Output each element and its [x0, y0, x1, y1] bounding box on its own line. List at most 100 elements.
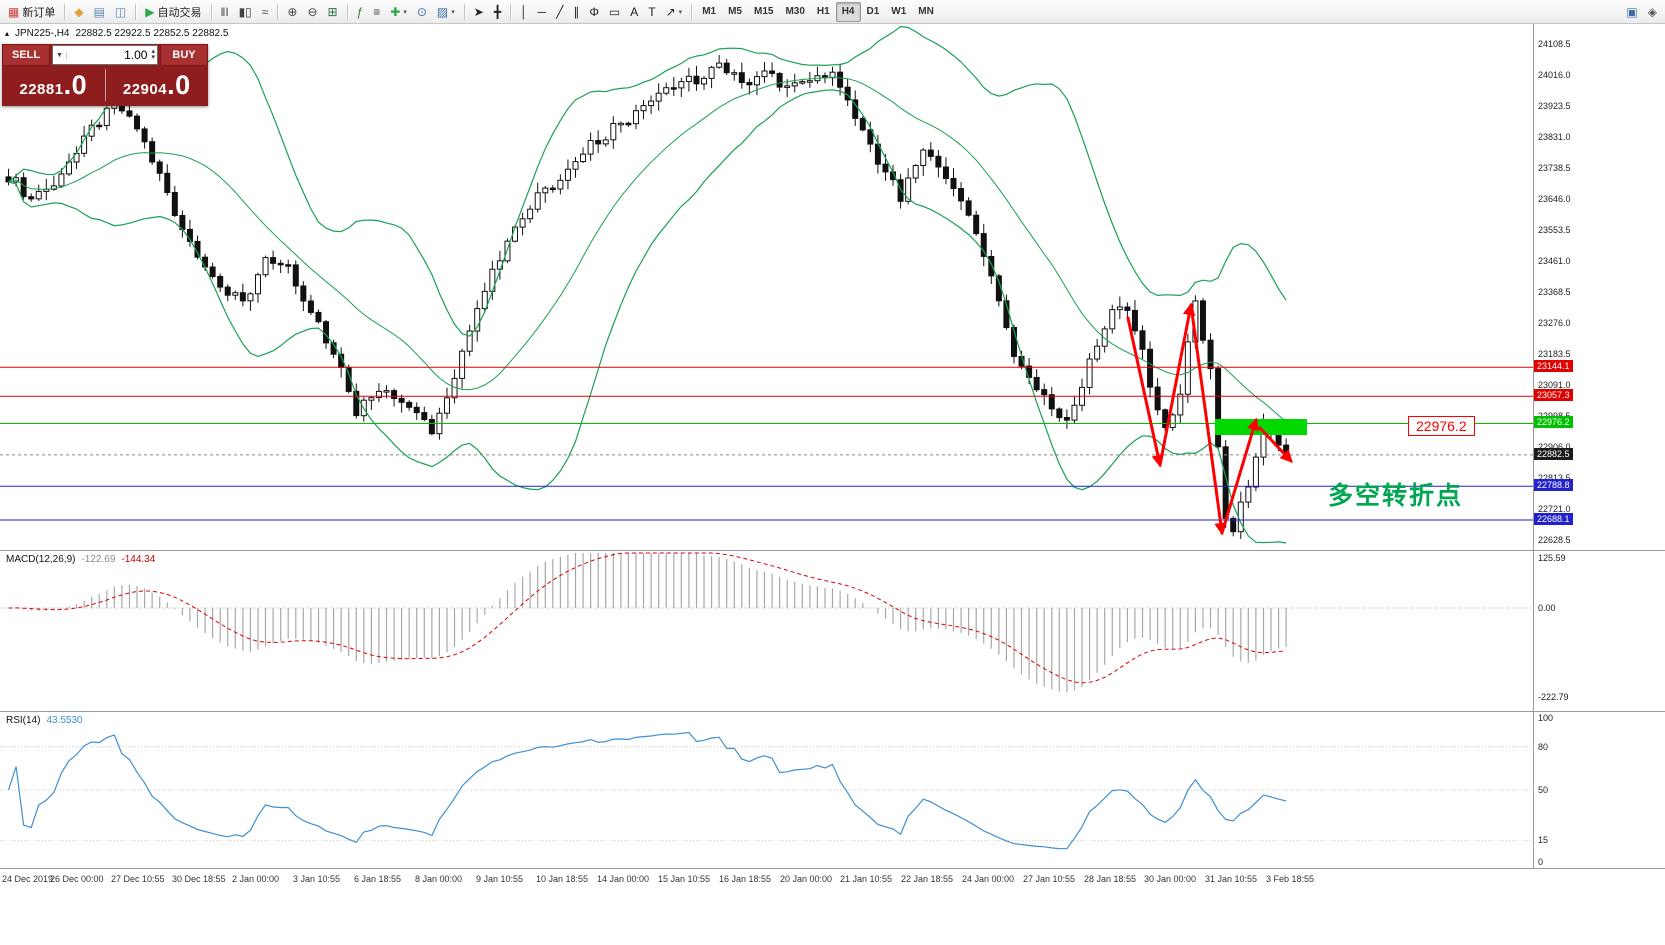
zigzag-arrow[interactable]: [1126, 316, 1165, 468]
time-axis-tick: 22 Jan 18:55: [901, 874, 954, 884]
time-axis-tick: 30 Dec 18:55: [172, 874, 226, 884]
text-icon[interactable]: A: [625, 2, 643, 22]
macd-panel-divider[interactable]: [0, 550, 1665, 551]
zigzag-arrow[interactable]: [1158, 302, 1196, 467]
text-icon-glyph: A: [630, 4, 639, 19]
navigator-icon[interactable]: ◫: [110, 2, 131, 22]
time-axis-tick: 30 Jan 00:00: [1144, 874, 1197, 884]
horizontal-line-icon[interactable]: ─: [533, 2, 552, 22]
zoom-in-icon[interactable]: ⊕: [282, 2, 302, 22]
crosshair-icon[interactable]: ╋: [489, 2, 506, 22]
buy-button[interactable]: BUY: [160, 44, 208, 66]
main-chart-panel[interactable]: [0, 25, 1533, 544]
one-click-trading-panel: SELL ▼ ▴ ▾ BUY 22881.0 22904.0: [2, 44, 208, 106]
add-indicator-icon[interactable]: ✚ ▾: [385, 2, 412, 22]
price-level-badge: 23057.3: [1534, 389, 1573, 401]
zoom-out-icon[interactable]: ⊖: [302, 2, 322, 22]
rsi-name: RSI(14): [6, 715, 41, 726]
period-icon-glyph: ⊙: [416, 4, 427, 19]
add-indicator-icon-glyph: ✚: [390, 4, 401, 19]
time-axis-tick: 2 Jan 00:00: [232, 874, 280, 884]
trendline-icon[interactable]: ╱: [551, 2, 568, 22]
toolbar-separator: [210, 3, 212, 20]
sell-price[interactable]: 22881.0: [2, 71, 105, 99]
timeframe-h1[interactable]: H1: [811, 2, 836, 22]
auto-trading-button[interactable]: ▶ 自动交易: [140, 2, 206, 22]
macd-axis-tick: 0.00: [1538, 603, 1556, 613]
tile-windows-icon-glyph: ⊞: [327, 4, 338, 19]
forecast-arrow[interactable]: [1258, 426, 1293, 463]
line-chart-icon[interactable]: ≈: [257, 2, 274, 22]
toolbar-right-group: ▣ ◈: [1621, 2, 1662, 22]
sell-button[interactable]: SELL: [2, 44, 50, 66]
candlestick-chart-icon[interactable]: ▮▯: [234, 2, 257, 22]
buy-price[interactable]: 22904.0: [106, 71, 209, 99]
vertical-line-icon-glyph: │: [520, 4, 528, 19]
price-axis-tick: 23091.0: [1538, 380, 1571, 390]
zigzag-arrow[interactable]: [1189, 303, 1227, 536]
price-level-tag[interactable]: 22976.2: [1408, 416, 1475, 436]
macd-panel[interactable]: [0, 552, 1533, 693]
fibonacci-icon[interactable]: Φ: [584, 2, 604, 22]
volume-field[interactable]: ▼ ▴ ▾: [52, 45, 158, 65]
time-axis-tick: 8 Jan 00:00: [415, 874, 463, 884]
macd-value-main: -122.69: [81, 554, 116, 565]
shapes-icon[interactable]: ▭: [604, 2, 625, 22]
time-axis-tick: 27 Jan 10:55: [1023, 874, 1076, 884]
auto-trading-button-label: 自动交易: [157, 6, 202, 19]
bollinger-middle-band: [8, 76, 1287, 422]
price-axis-tick: 22813.5: [1538, 473, 1571, 483]
volume-spinner[interactable]: ▴ ▾: [149, 48, 157, 61]
price-level-badge: 22688.1: [1534, 513, 1573, 525]
rsi-axis-tick: 80: [1538, 742, 1549, 752]
timeframe-m30[interactable]: M30: [779, 2, 810, 22]
arrows-icon[interactable]: ↗ ▾: [661, 2, 688, 22]
rsi-panel[interactable]: [0, 731, 1533, 850]
volume-dropdown-icon[interactable]: ▼: [53, 51, 67, 59]
label-icon[interactable]: T: [643, 2, 660, 22]
price-axis-tick: 23738.5: [1538, 163, 1571, 173]
indicator-list-icon[interactable]: ≡: [368, 2, 385, 22]
rsi-panel-divider[interactable]: [0, 711, 1665, 712]
chart-forward-icon[interactable]: ◈: [1643, 2, 1662, 22]
zigzag-arrow[interactable]: [1220, 417, 1260, 535]
turning-point-note[interactable]: 多空转折点: [1328, 482, 1464, 510]
timeframe-m1[interactable]: M1: [696, 2, 722, 22]
spinner-up-icon[interactable]: ▴: [151, 48, 155, 55]
time-axis-tick: 6 Jan 18:55: [354, 874, 402, 884]
price-axis-tick: 24016.0: [1538, 70, 1571, 80]
tile-windows-icon[interactable]: ⊞: [323, 2, 343, 22]
cursor-icon[interactable]: ➤: [469, 2, 489, 22]
price-axis-separator: [1533, 24, 1534, 868]
marketwatch-icon[interactable]: ◆: [69, 2, 88, 22]
price-axis-tick: 22721.0: [1538, 504, 1571, 514]
spinner-down-icon[interactable]: ▾: [151, 54, 155, 61]
bar-chart-icon-glyph: ǁǀ: [220, 4, 229, 19]
timeframe-d1[interactable]: D1: [861, 2, 886, 22]
data-window-icon[interactable]: ▤: [89, 2, 110, 22]
timeframe-m15[interactable]: M15: [748, 2, 779, 22]
timeframe-h4[interactable]: H4: [835, 1, 861, 22]
price-level-badge: 22788.8: [1534, 479, 1573, 491]
volume-input[interactable]: [66, 47, 150, 63]
rsi-axis-tick: 100: [1538, 713, 1554, 723]
period-icon[interactable]: ⊙: [412, 2, 432, 22]
new-order-button[interactable]: ▦ 新订单: [3, 2, 60, 22]
macd-name: MACD(12,26,9): [6, 554, 76, 565]
chart-symbol-header: ▴ JPN225-,H4 22882.5 22922.5 22852.5 228…: [5, 28, 228, 39]
indicators-icon[interactable]: ƒ: [352, 2, 369, 22]
timeframe-m5[interactable]: M5: [722, 2, 748, 22]
timeframe-mn[interactable]: MN: [912, 2, 940, 22]
vertical-line-icon[interactable]: │: [515, 2, 533, 22]
channel-icon[interactable]: ∥: [568, 2, 584, 22]
bar-chart-icon[interactable]: ǁǀ: [216, 2, 234, 22]
template-icon[interactable]: ▨ ▾: [432, 2, 460, 22]
collapse-icon[interactable]: ▴: [5, 29, 10, 38]
toolbar-separator: [510, 3, 512, 20]
fibonacci-icon-glyph: Φ: [589, 4, 599, 19]
new-window-icon[interactable]: ▣: [1621, 2, 1642, 22]
macd-axis-tick: 125.59: [1538, 553, 1566, 563]
time-axis-tick: 14 Jan 00:00: [597, 874, 650, 884]
timeframe-w1[interactable]: W1: [885, 2, 912, 22]
